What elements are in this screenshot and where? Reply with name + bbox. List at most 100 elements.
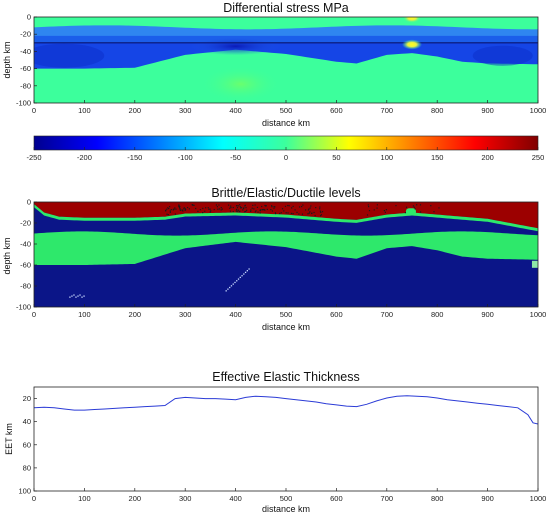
colorbar-tick-label: -200: [77, 153, 92, 162]
elastic-layer: [34, 231, 538, 265]
y-tick-label: 20: [23, 394, 31, 403]
brittle-speckle: [178, 204, 180, 207]
colorbar-tick-label: 100: [381, 153, 394, 162]
brittle-speckle: [265, 205, 267, 207]
x-tick-label: 300: [179, 310, 192, 319]
brittle-speckle: [179, 209, 182, 211]
brittle-speckle: [210, 210, 212, 212]
x-tick-label: 500: [280, 310, 293, 319]
brittle-speckle: [242, 207, 245, 210]
brittle-speckle: [405, 206, 408, 208]
y-tick-label: -20: [20, 219, 31, 228]
colorbar-tick-label: 50: [332, 153, 340, 162]
brittle-speckle: [166, 213, 168, 215]
brittle-speckle: [413, 206, 415, 208]
brittle-speckle: [165, 209, 167, 211]
x-tick-label: 0: [32, 310, 36, 319]
x-tick-label: 0: [32, 106, 36, 115]
brittle-speckle: [188, 208, 190, 210]
brittle-speckle: [197, 210, 199, 212]
x-tick-label: 500: [280, 494, 293, 503]
eet-line: [34, 395, 538, 425]
brittle-speckle: [218, 204, 220, 206]
brittle-speckle: [192, 204, 194, 206]
y-tick-label: -60: [20, 64, 31, 73]
x-tick-label: 100: [78, 106, 91, 115]
interface-stress-band: [34, 35, 538, 43]
ductile-dot: [237, 278, 240, 280]
compression-zone-west: [34, 43, 105, 68]
brittle-speckle: [169, 210, 171, 212]
brittle-speckle: [170, 209, 172, 211]
ductile-dot: [79, 294, 81, 296]
brittle-speckle: [252, 204, 254, 206]
panel1-y-ticks: 0 -20 -40 -60 -80 -100: [16, 13, 37, 108]
y-tick-label: -60: [20, 261, 31, 270]
brittle-speckle: [239, 206, 241, 208]
x-tick-label: 200: [129, 106, 142, 115]
brittle-speckle: [232, 206, 234, 209]
brittle-speckle: [218, 208, 221, 210]
brittle-speckle: [167, 214, 169, 216]
brittle-speckle: [412, 205, 415, 207]
brittle-speckle: [376, 204, 378, 206]
brittle-speckle: [251, 207, 253, 209]
x-tick-label: 900: [481, 494, 494, 503]
y-tick-label: -100: [16, 303, 31, 312]
brittle-speckle: [253, 208, 255, 210]
brittle-speckle: [207, 207, 209, 209]
brittle-speckle: [274, 213, 277, 215]
x-tick-label: 400: [229, 106, 242, 115]
brittle-speckle: [416, 204, 418, 206]
brittle-speckle: [266, 208, 268, 210]
y-tick-label: -80: [20, 81, 31, 90]
brittle-speckle: [236, 207, 239, 209]
brittle-speckle: [237, 205, 239, 207]
brittle-speckle: [167, 207, 169, 209]
brittle-speckle: [220, 209, 222, 211]
brittle-speckle: [182, 210, 184, 212]
brittle-speckle: [178, 206, 181, 208]
brittle-speckle: [202, 207, 204, 210]
interface-hotspot: [402, 39, 422, 50]
x-tick-label: 1000: [530, 106, 547, 115]
x-tick-label: 400: [229, 310, 242, 319]
brittle-speckle: [368, 210, 371, 212]
y-tick-label: 80: [23, 463, 31, 472]
brittle-speckle: [309, 211, 311, 213]
brittle-speckle: [229, 210, 232, 212]
brittle-speckle: [320, 214, 323, 216]
brittle-speckle: [280, 212, 282, 214]
x-tick-label: 1000: [530, 310, 547, 319]
brittle-speckle: [166, 208, 168, 210]
brittle-speckle: [261, 205, 263, 208]
brittle-speckle: [319, 206, 321, 208]
x-tick-label: 500: [280, 106, 293, 115]
brittle-speckle: [281, 208, 284, 210]
brittle-speckle: [179, 205, 181, 208]
x-tick-label: 300: [179, 106, 192, 115]
ductile-dot: [234, 281, 236, 284]
colorbar-tick-label: 0: [284, 153, 288, 162]
brittle-speckle: [199, 209, 201, 211]
brittle-speckle: [205, 207, 207, 209]
brittle-speckle: [245, 207, 247, 209]
panel3-title: Effective Elastic Thickness: [212, 370, 360, 384]
brittle-speckle: [246, 209, 248, 211]
brittle-speckle: [178, 205, 180, 208]
brittle-speckle: [259, 212, 261, 214]
brittle-speckle: [184, 209, 186, 211]
brittle-speckle: [238, 204, 241, 206]
ductile-dot: [83, 295, 85, 297]
elastic-notch: [405, 208, 416, 216]
brittle-speckle: [173, 208, 175, 210]
brittle-speckle: [183, 208, 185, 210]
brittle-speckle: [217, 208, 219, 210]
ductile-dot: [246, 270, 248, 272]
brittle-speckle: [235, 210, 237, 212]
panel1-x-ticks: 0 100 200 300 400 500 600 700 800 900 1000: [32, 100, 546, 115]
brittle-speckle: [319, 208, 321, 210]
brittle-speckle: [385, 209, 388, 211]
brittle-speckle: [244, 205, 246, 207]
brittle-speckle: [367, 204, 369, 206]
